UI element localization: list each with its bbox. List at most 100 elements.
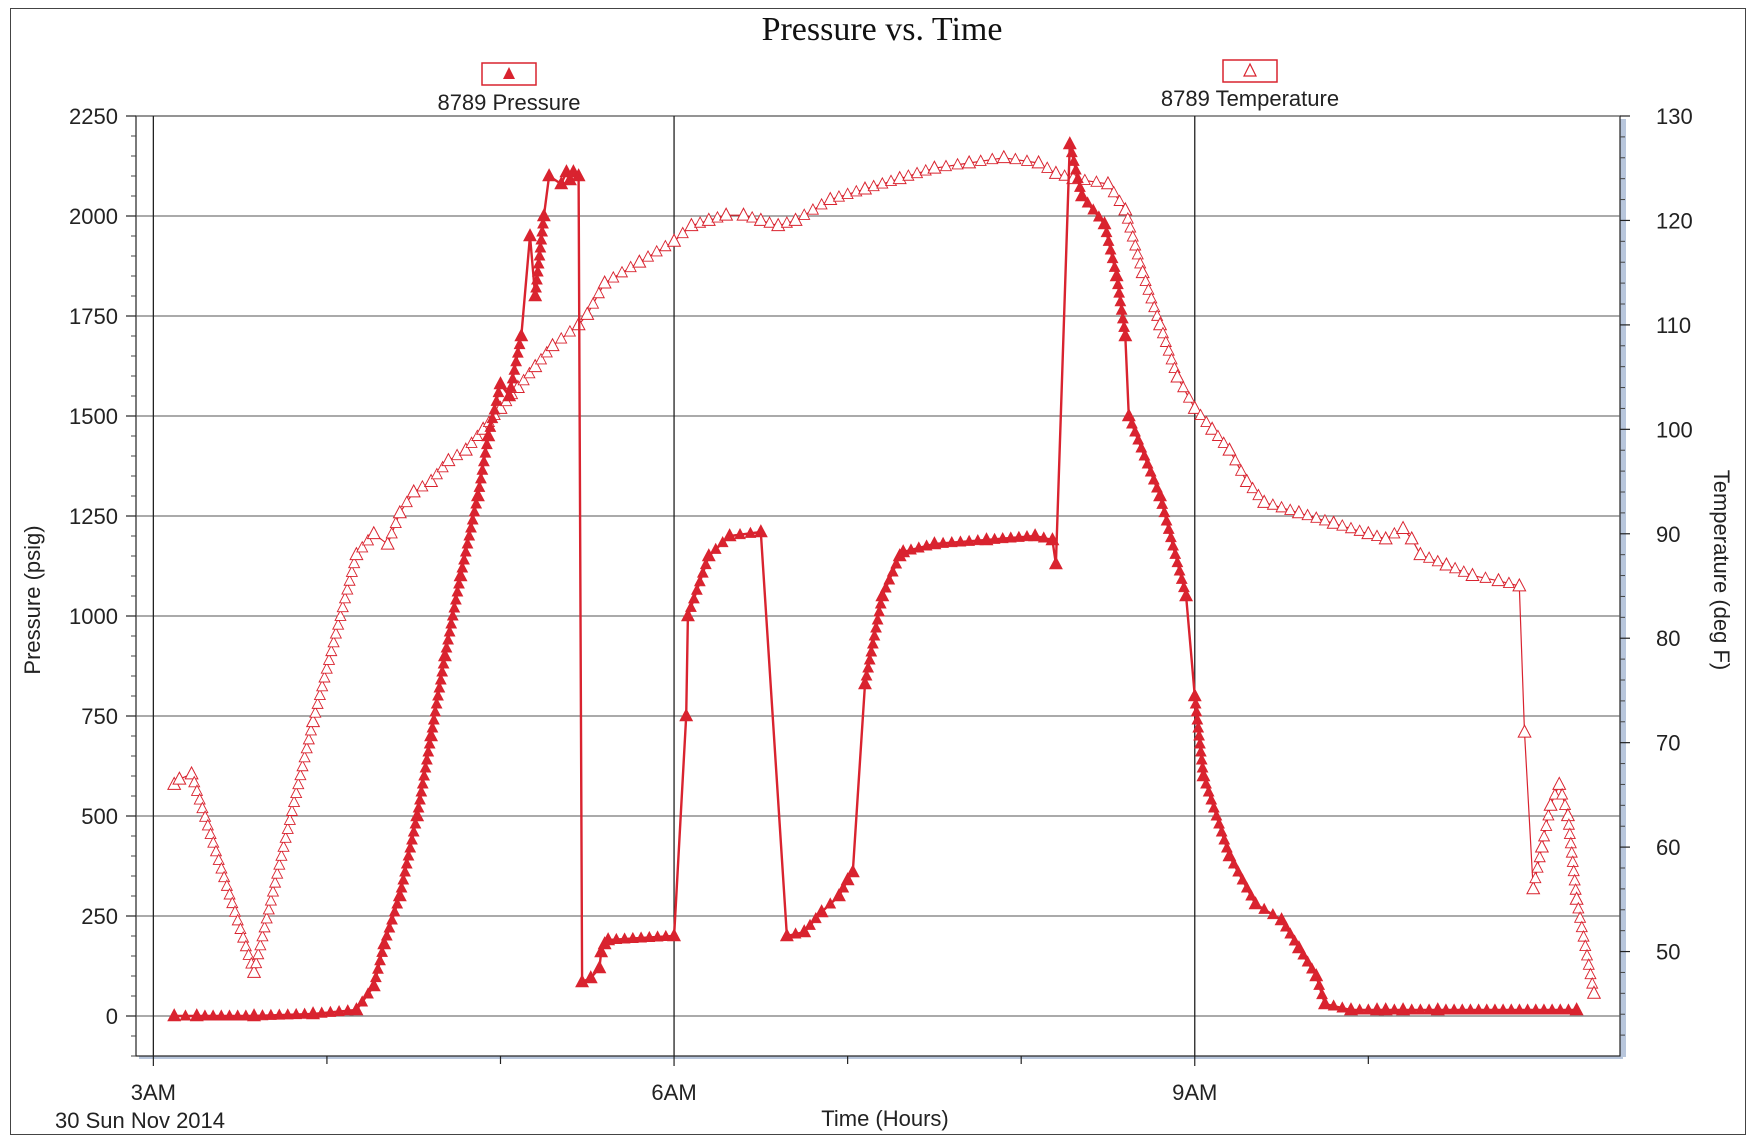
temperature-point xyxy=(545,337,560,352)
pressure-point xyxy=(592,960,607,974)
pressure-point-interp xyxy=(1160,514,1173,526)
temperature-point-interp xyxy=(345,565,359,577)
pressure-point-interp xyxy=(1240,881,1253,893)
temperature-point-interp xyxy=(1246,481,1259,494)
temperature-point-interp xyxy=(615,265,629,278)
temperature-point-interp xyxy=(271,867,284,879)
temperature-point-interp xyxy=(902,169,915,181)
pressure-point xyxy=(1248,896,1263,910)
temperature-point-interp xyxy=(343,574,356,586)
pressure-point-interp xyxy=(886,565,899,577)
temperature-point-interp xyxy=(1318,513,1332,526)
temperature-point-interp xyxy=(309,706,322,718)
temperature-point xyxy=(1534,839,1550,853)
temperature-point-interp xyxy=(320,662,333,674)
temperature-point-interp xyxy=(313,688,327,701)
pressure-point xyxy=(366,978,381,992)
pressure-point-interp xyxy=(945,536,958,548)
pressure-point-interp xyxy=(448,601,461,613)
temperature-point xyxy=(666,233,682,247)
pressure-point-interp xyxy=(690,583,703,595)
y-left-tick-label: 1250 xyxy=(69,504,118,529)
temperature-point-interp xyxy=(220,879,234,891)
temperature-point-interp xyxy=(338,591,352,604)
temperature-point xyxy=(380,536,395,550)
pressure-point-interp xyxy=(356,995,369,1007)
pressure-point-interp xyxy=(380,929,393,941)
y-right-tick-label: 110 xyxy=(1656,313,1691,338)
temperature-point-interp xyxy=(1537,829,1551,842)
pressure-point-interp xyxy=(264,1008,277,1020)
y-left-tick-label: 1750 xyxy=(69,304,118,329)
temperature-point-interp xyxy=(300,741,313,754)
pressure-point-interp xyxy=(1529,1003,1542,1015)
pressure-point xyxy=(583,970,598,984)
pressure-point-interp xyxy=(445,617,458,629)
temperature-point xyxy=(1395,520,1411,534)
temperature-point-interp xyxy=(256,929,269,942)
pressure-point-interp xyxy=(883,573,896,585)
pressure-point xyxy=(1222,848,1237,862)
temperature-point-interp xyxy=(1448,561,1462,574)
temperature-point-interp xyxy=(1142,283,1155,295)
pressure-point-interp xyxy=(256,1009,269,1021)
pressure-point-interp xyxy=(536,225,549,237)
pressure-point-interp xyxy=(290,1007,303,1020)
temperature-point xyxy=(1257,494,1272,508)
pressure-point-interp xyxy=(488,403,501,415)
pressure-point xyxy=(1378,1002,1393,1016)
pressure-point-interp xyxy=(430,697,443,709)
pressure-point-interp xyxy=(404,841,417,853)
temperature-point-interp xyxy=(204,827,217,840)
pressure-point-interp xyxy=(1414,1003,1427,1015)
temperature-point xyxy=(423,473,439,487)
pressure-point-interp xyxy=(643,930,656,942)
pressure-point-interp xyxy=(451,585,464,597)
legend-label-pressure: 8789 Pressure xyxy=(437,90,580,115)
temperature-point-interp xyxy=(1457,565,1470,577)
pressure-point-interp xyxy=(511,346,524,358)
temperature-point xyxy=(1291,504,1307,519)
temperature-point-interp xyxy=(215,861,228,874)
temperature-point-interp xyxy=(806,203,820,215)
temperature-point xyxy=(1100,175,1116,190)
pressure-point-interp xyxy=(231,1009,244,1021)
temperature-point-interp xyxy=(746,210,759,223)
pressure-point-interp xyxy=(871,613,884,625)
temperature-point-interp xyxy=(798,208,811,220)
pressure-point-interp xyxy=(1440,1003,1452,1015)
pressure-point-interp xyxy=(1065,146,1078,158)
pressure-point xyxy=(753,524,768,538)
temperature-point-interp xyxy=(607,270,620,283)
pressure-point-interp xyxy=(635,931,647,943)
pressure-point-interp xyxy=(1227,857,1240,869)
x-axis-title: Time (Hours) xyxy=(821,1106,949,1131)
pressure-point-interp xyxy=(388,905,401,917)
temperature-point-interp xyxy=(563,324,577,337)
pressure-point xyxy=(1118,328,1133,342)
pressure-point-interp xyxy=(480,437,493,450)
pressure-point-interp xyxy=(399,865,411,877)
temperature-point-interp xyxy=(1200,415,1213,428)
pressure-point-interp xyxy=(215,1009,228,1021)
temperature-point-interp xyxy=(1370,529,1384,542)
pressure-point xyxy=(1062,136,1077,150)
pressure-point-interp xyxy=(199,1009,211,1021)
pressure-point-interp xyxy=(456,561,469,573)
temperature-point xyxy=(1465,567,1480,581)
temperature-point-interp xyxy=(188,775,201,788)
temperature-point xyxy=(736,207,751,221)
pressure-point-interp xyxy=(534,241,547,253)
temperature-point xyxy=(1439,557,1454,571)
pressure-point-interp xyxy=(179,1009,192,1021)
temperature-point-interp xyxy=(1580,948,1594,961)
temperature-point-interp xyxy=(876,176,889,189)
temperature-point-interp xyxy=(641,250,655,262)
temperature-point-interp xyxy=(1531,861,1544,873)
pressure-point-interp xyxy=(1113,286,1126,298)
pressure-point-interp xyxy=(1245,889,1258,901)
pressure-point xyxy=(528,288,543,302)
temperature-point-interp xyxy=(1479,571,1492,583)
pressure-point-interp xyxy=(687,592,700,604)
pressure-point-interp xyxy=(510,355,523,367)
